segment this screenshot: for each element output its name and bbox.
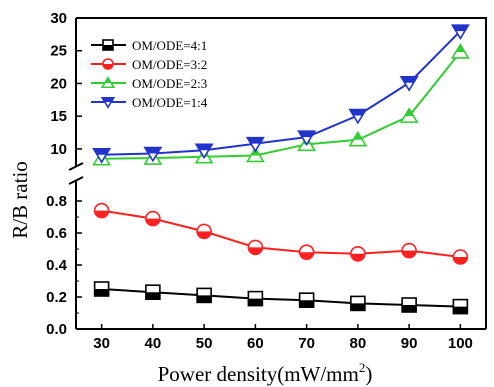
y-tick-label-upper: 20 (50, 75, 67, 92)
data-point (350, 295, 366, 312)
data-point (452, 249, 469, 265)
legend-item: OM/ODE=2:3 (91, 76, 207, 91)
data-point (93, 281, 110, 297)
series-line (101, 51, 462, 160)
x-tick-label: 90 (401, 335, 418, 352)
data-point (399, 76, 419, 92)
series-1 (93, 281, 469, 315)
plot-border (76, 17, 487, 329)
x-tick-label: 60 (247, 335, 264, 352)
data-point (245, 136, 265, 153)
legend-item: OM/ODE=1:4 (91, 95, 208, 110)
x-axis-title: Power density(mW/mm2) (158, 360, 373, 386)
x-tick-label: 40 (145, 335, 162, 352)
x-tick-label: 30 (93, 335, 110, 352)
series-line (101, 209, 461, 258)
plot-frame (68, 17, 487, 330)
axis-break-mark-lower (68, 176, 84, 185)
legend-marker (100, 76, 116, 89)
legend-item: OM/ODE=4:1 (91, 38, 207, 53)
data-point (93, 202, 110, 219)
x-tick-label: 80 (350, 335, 367, 352)
y-tick-label-upper: 30 (50, 10, 67, 27)
legend-marker (102, 39, 114, 51)
y-tick-label-upper: 10 (50, 141, 67, 158)
data-point (194, 143, 214, 160)
data-point (298, 244, 315, 260)
x-axis-title-sup: 2 (359, 360, 366, 375)
y-tick-label-lower: 0.2 (46, 289, 67, 306)
data-point (401, 242, 417, 259)
series-line (101, 288, 461, 308)
legend-label: OM/ODE=1:4 (132, 95, 208, 110)
x-tick-label: 50 (196, 335, 213, 352)
series-line (101, 30, 462, 156)
ticks-layer: 30 40 50 60 70 80 90 100 0.0 0.2 0.4 0.6 0.8 10 15 20 25… (46, 10, 473, 352)
data-point (297, 130, 317, 147)
data-point (348, 130, 368, 147)
data-point (298, 292, 315, 309)
legend: OM/ODE=4:1 OM/ODE=3:2 OM/ODE=2:3 OM/ODE=1:4 (91, 38, 208, 110)
data-point (196, 287, 212, 304)
data-point (450, 24, 470, 40)
x-tick-label: 100 (448, 335, 473, 352)
y-tick-label-upper: 15 (50, 108, 67, 125)
data-point (247, 239, 264, 256)
legend-label: OM/ODE=2:3 (132, 76, 207, 91)
data-point (401, 297, 417, 313)
data-point (145, 210, 161, 227)
data-point (450, 43, 470, 59)
legend-marker (100, 96, 116, 109)
x-axis-title-close: ) (365, 362, 372, 386)
data-point (350, 246, 366, 262)
x-tick-label: 70 (298, 335, 315, 352)
y-tick-label-upper: 25 (50, 43, 67, 60)
legend-item: OM/ODE=3:2 (91, 57, 207, 72)
data-point (247, 290, 264, 307)
series-4 (92, 24, 470, 164)
series-2 (93, 202, 469, 265)
data-point (399, 107, 419, 123)
legend-marker (102, 58, 114, 70)
series-layer (92, 24, 470, 315)
y-tick-label-lower: 0.4 (46, 257, 68, 274)
legend-label: OM/ODE=4:1 (132, 38, 207, 53)
y-axis-title: R/B ratio (8, 161, 32, 239)
data-point (92, 148, 112, 164)
y-tick-label-lower: 0.0 (46, 321, 67, 338)
x-axis-title-main: Power density(mW/mm (158, 362, 359, 386)
data-point (348, 108, 368, 125)
data-point (145, 284, 161, 301)
data-point (143, 146, 163, 163)
axis-break-mark-upper (68, 162, 84, 171)
data-point (196, 223, 212, 240)
y-tick-label-lower: 0.8 (46, 193, 67, 210)
y-tick-label-lower: 0.6 (46, 225, 67, 242)
legend-label: OM/ODE=3:2 (132, 57, 207, 72)
data-point (452, 298, 469, 315)
